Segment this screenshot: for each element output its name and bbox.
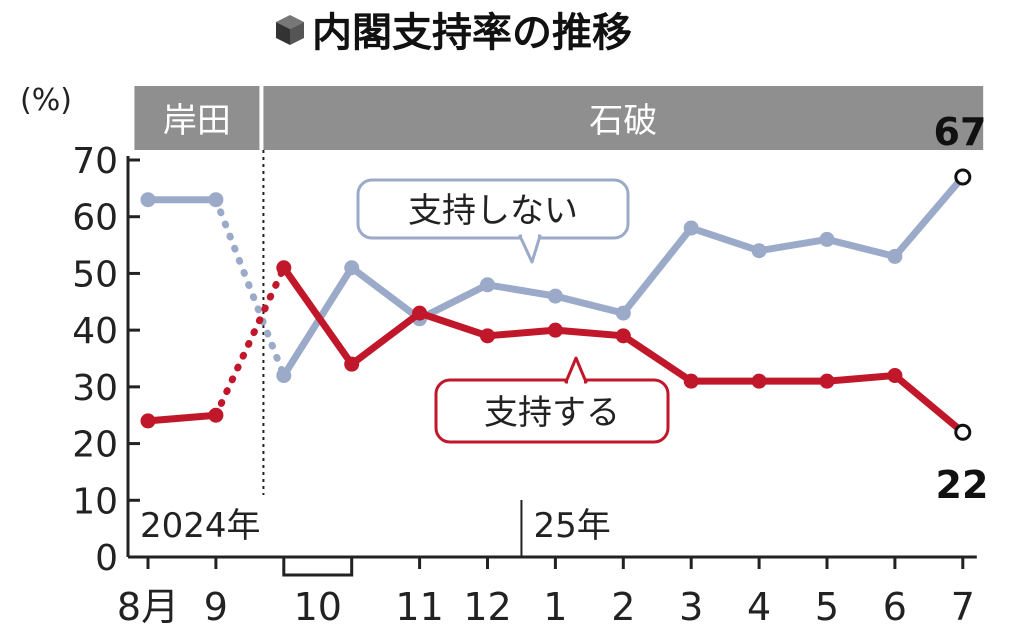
x-tick-label-9: 5 <box>815 585 839 629</box>
series-0-point-0 <box>140 192 156 208</box>
y-tick-label-0: 0 <box>95 538 118 579</box>
series-label-support: 支持する <box>484 393 620 433</box>
series-1 <box>140 260 972 441</box>
y-tick-label-70: 70 <box>72 141 118 182</box>
series-layer <box>140 168 972 441</box>
series-1-point-0 <box>140 413 156 429</box>
series-0-point-7 <box>615 305 631 321</box>
year-labels: 2024年 25年 <box>140 506 611 546</box>
callout-support: 支持する <box>434 356 670 444</box>
y-axis-label: (%) <box>20 83 72 118</box>
series-0-point-1 <box>208 192 224 208</box>
series-1-point-2 <box>276 260 292 276</box>
series-1-point-8 <box>683 373 699 389</box>
series-1-point-1 <box>208 407 224 423</box>
y-tick-label-30: 30 <box>72 368 118 409</box>
era-label-0: 岸田 <box>163 101 231 141</box>
series-1-point-6 <box>547 322 563 338</box>
series-1-point-7 <box>615 328 631 344</box>
series-1-point-3 <box>344 356 360 372</box>
series-0-point-8 <box>683 220 699 236</box>
series-0-transition-dotted <box>212 196 288 380</box>
end-label-support: 22 <box>936 463 989 507</box>
x-tick-label-2: 10 <box>294 585 342 629</box>
series-1-point-5 <box>480 328 495 344</box>
year-label-1: 25年 <box>533 506 610 546</box>
series-0-point-3 <box>344 260 360 276</box>
series-0-point-2 <box>276 368 292 384</box>
series-0-point-12 <box>954 168 972 186</box>
x-tick-label-4: 12 <box>463 585 511 629</box>
x-tick-label-10: 6 <box>883 585 907 629</box>
series-1-line-kishida <box>144 411 220 425</box>
x-tick-label-5: 1 <box>543 585 567 629</box>
series-0-point-5 <box>480 277 495 293</box>
y-tick-label-20: 20 <box>72 425 118 466</box>
series-1-point-4 <box>412 305 428 321</box>
series-0-point-9 <box>751 243 767 259</box>
x-tick-label-6: 2 <box>611 585 635 629</box>
y-tick-label-60: 60 <box>72 198 118 239</box>
series-label-not-support: 支持しない <box>408 191 578 231</box>
x-tick-label-11: 7 <box>951 585 975 629</box>
x-tick-label-0: 8月 <box>117 585 179 629</box>
y-tick-label-10: 10 <box>72 481 118 522</box>
callout-not-support: 支持しない <box>356 178 630 264</box>
era-band: 岸田 石破 <box>134 86 984 150</box>
era-rect-1 <box>263 86 984 150</box>
y-tick-label-50: 50 <box>72 254 118 295</box>
chart-title: 内閣支持率の推移 <box>312 10 632 56</box>
cube-icon <box>276 15 304 45</box>
series-0-point-10 <box>819 231 835 247</box>
x-tick-label-3: 11 <box>395 585 443 629</box>
chart-title-group: 内閣支持率の推移 <box>276 10 632 56</box>
x-tick-label-7: 3 <box>679 585 703 629</box>
series-1-point-10 <box>819 373 835 389</box>
series-0-point-6 <box>547 288 563 304</box>
series-1-point-11 <box>887 368 903 384</box>
x-bracket-october <box>282 557 354 577</box>
series-1-point-9 <box>751 373 767 389</box>
era-rect-0 <box>134 86 260 150</box>
series-1-transition-dotted <box>212 264 288 419</box>
year-label-0: 2024年 <box>140 506 261 546</box>
x-tick-label-1: 9 <box>204 585 228 629</box>
era-label-1: 石破 <box>589 101 657 141</box>
x-tick-label-8: 4 <box>747 585 771 629</box>
series-1-point-12 <box>954 423 972 441</box>
end-label-not-support: 67 <box>934 110 987 154</box>
series-0-point-11 <box>887 248 903 264</box>
y-tick-label-40: 40 <box>72 311 118 352</box>
